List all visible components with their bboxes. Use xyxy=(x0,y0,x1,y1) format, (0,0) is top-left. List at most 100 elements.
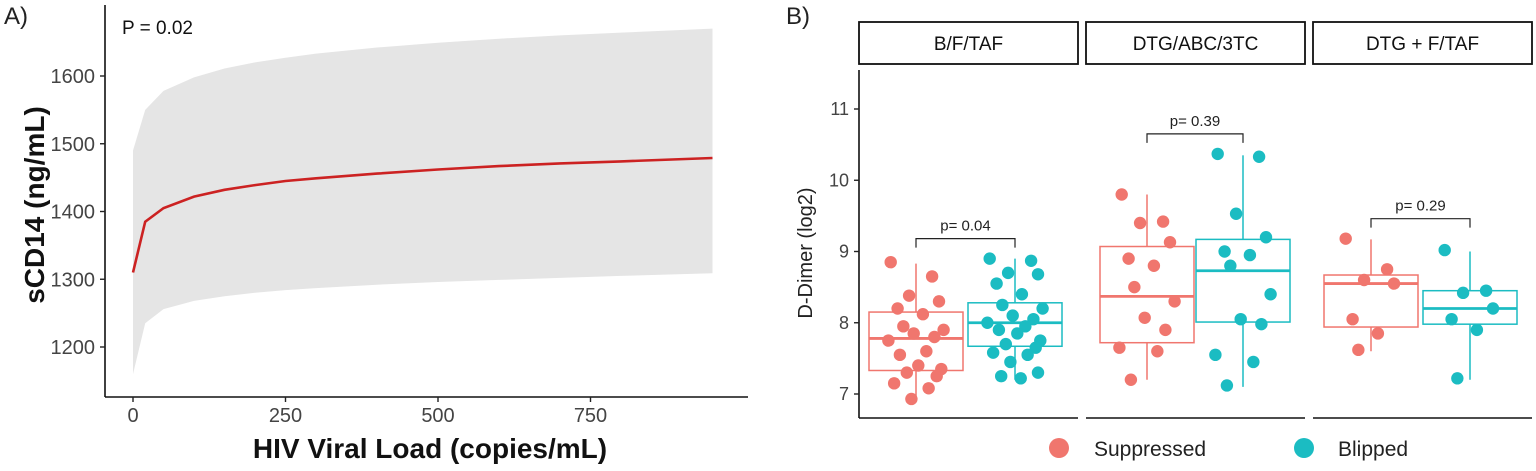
facet-title: B/F/TAF xyxy=(934,34,1003,55)
y-tick-label: 1500 xyxy=(51,134,96,156)
panel-b-d-dimer-plot: B) D-Dimer (log2) 7 8 9 10 11 B/F/TAF p= 0.04… xyxy=(786,3,1533,461)
data-point xyxy=(1014,372,1027,385)
y-tick-label: 9 xyxy=(839,242,849,262)
data-point xyxy=(1387,277,1401,290)
data-point xyxy=(986,346,1000,359)
data-point xyxy=(990,277,1003,290)
data-point xyxy=(907,327,920,340)
data-point xyxy=(1234,312,1247,326)
data-point xyxy=(1122,252,1135,265)
data-point xyxy=(1138,311,1151,324)
data-point xyxy=(995,369,1008,383)
data-point xyxy=(930,369,943,383)
data-point xyxy=(887,377,901,390)
y-tick-label: 8 xyxy=(839,313,849,333)
p-value-label: p= 0.39 xyxy=(1170,113,1220,130)
data-point xyxy=(1113,341,1126,354)
data-point xyxy=(1163,236,1177,249)
data-point xyxy=(1011,327,1024,340)
box-iqr xyxy=(1195,238,1291,323)
panel-a-y-axis-title: sCD14 (ng/mL) xyxy=(19,106,50,304)
data-point xyxy=(992,323,1006,337)
box-iqr xyxy=(1099,245,1195,344)
panel-b-y-axis-title: D-Dimer (log2) xyxy=(795,187,817,318)
panel-a-p-value: P = 0.02 xyxy=(122,18,193,39)
p-value-label: p= 0.04 xyxy=(940,218,990,235)
data-point xyxy=(1264,288,1277,301)
data-point xyxy=(1445,312,1458,326)
data-point xyxy=(1218,245,1231,258)
legend-blipped-swatch xyxy=(1294,438,1314,458)
data-point xyxy=(882,334,895,347)
data-point xyxy=(1031,366,1045,379)
data-point xyxy=(891,302,904,315)
data-point xyxy=(1128,280,1141,294)
facet-strip xyxy=(858,21,1079,65)
data-point xyxy=(1036,302,1049,315)
data-point xyxy=(1456,286,1470,300)
data-point xyxy=(1133,216,1147,230)
data-point xyxy=(1031,268,1045,281)
data-point xyxy=(1371,327,1385,340)
data-point xyxy=(905,392,918,406)
x-tick-label: 500 xyxy=(421,405,454,427)
facet-title: DTG/ABC/3TC xyxy=(1133,34,1259,55)
panel-a-x-axis-title: HIV Viral Load (copies/mL) xyxy=(253,433,607,464)
data-point xyxy=(897,320,910,333)
data-point xyxy=(1259,231,1273,244)
data-point xyxy=(1479,284,1493,297)
x-tick-label: 750 xyxy=(574,405,607,427)
data-point xyxy=(1229,207,1243,220)
data-point xyxy=(912,359,925,372)
data-point xyxy=(1209,348,1222,362)
x-tick-label: 250 xyxy=(269,405,302,427)
y-tick-label: 7 xyxy=(839,384,849,404)
data-point xyxy=(1352,343,1365,357)
data-point xyxy=(1252,150,1266,163)
legend-suppressed-swatch xyxy=(1049,438,1069,458)
p-value-bracket xyxy=(1146,133,1244,143)
panel-b-facets: B/F/TAF p= 0.04 DTG/ABC/3TC p= 0.39 DTG + F/… xyxy=(858,21,1533,419)
data-point xyxy=(1115,188,1128,201)
legend-suppressed-label: Suppressed xyxy=(1094,438,1206,461)
y-tick-label: 1200 xyxy=(51,337,96,359)
box-iqr xyxy=(967,302,1063,348)
data-point xyxy=(1151,345,1164,358)
data-point xyxy=(916,308,930,321)
fit-line-series xyxy=(131,156,713,273)
data-point xyxy=(1021,348,1034,362)
data-point xyxy=(1243,248,1257,262)
data-point xyxy=(893,348,907,362)
facet-panel: DTG + F/TAF p= 0.29 xyxy=(1312,21,1533,419)
data-point xyxy=(900,366,913,379)
data-point xyxy=(1451,372,1464,385)
p-value-bracket xyxy=(915,238,1016,248)
facet-title: DTG + F/TAF xyxy=(1366,34,1479,55)
y-tick-label: 1400 xyxy=(51,202,96,224)
data-point xyxy=(920,345,933,358)
data-point xyxy=(1024,254,1038,267)
data-point xyxy=(922,382,935,395)
panel-a-label: A) xyxy=(4,3,28,30)
data-point xyxy=(1124,373,1138,386)
data-point xyxy=(1346,312,1359,326)
panel-b-label: B) xyxy=(786,3,810,30)
data-point xyxy=(1006,309,1019,322)
data-point xyxy=(983,252,996,265)
data-point xyxy=(1027,312,1040,326)
y-tick-label: 11 xyxy=(830,99,849,119)
data-point xyxy=(999,337,1012,351)
data-point xyxy=(1247,355,1260,369)
x-tick-label: 0 xyxy=(127,405,138,427)
box-iqr xyxy=(1323,274,1419,328)
panel-a-x-ticks: 0 250 500 750 xyxy=(127,397,607,427)
data-point xyxy=(1438,243,1451,257)
data-point xyxy=(932,295,946,308)
data-point xyxy=(1001,266,1015,280)
y-tick-label: 1300 xyxy=(51,269,96,291)
y-tick-label: 1600 xyxy=(51,66,96,88)
data-point xyxy=(1380,263,1394,276)
data-point xyxy=(981,316,994,329)
data-point xyxy=(928,330,941,344)
